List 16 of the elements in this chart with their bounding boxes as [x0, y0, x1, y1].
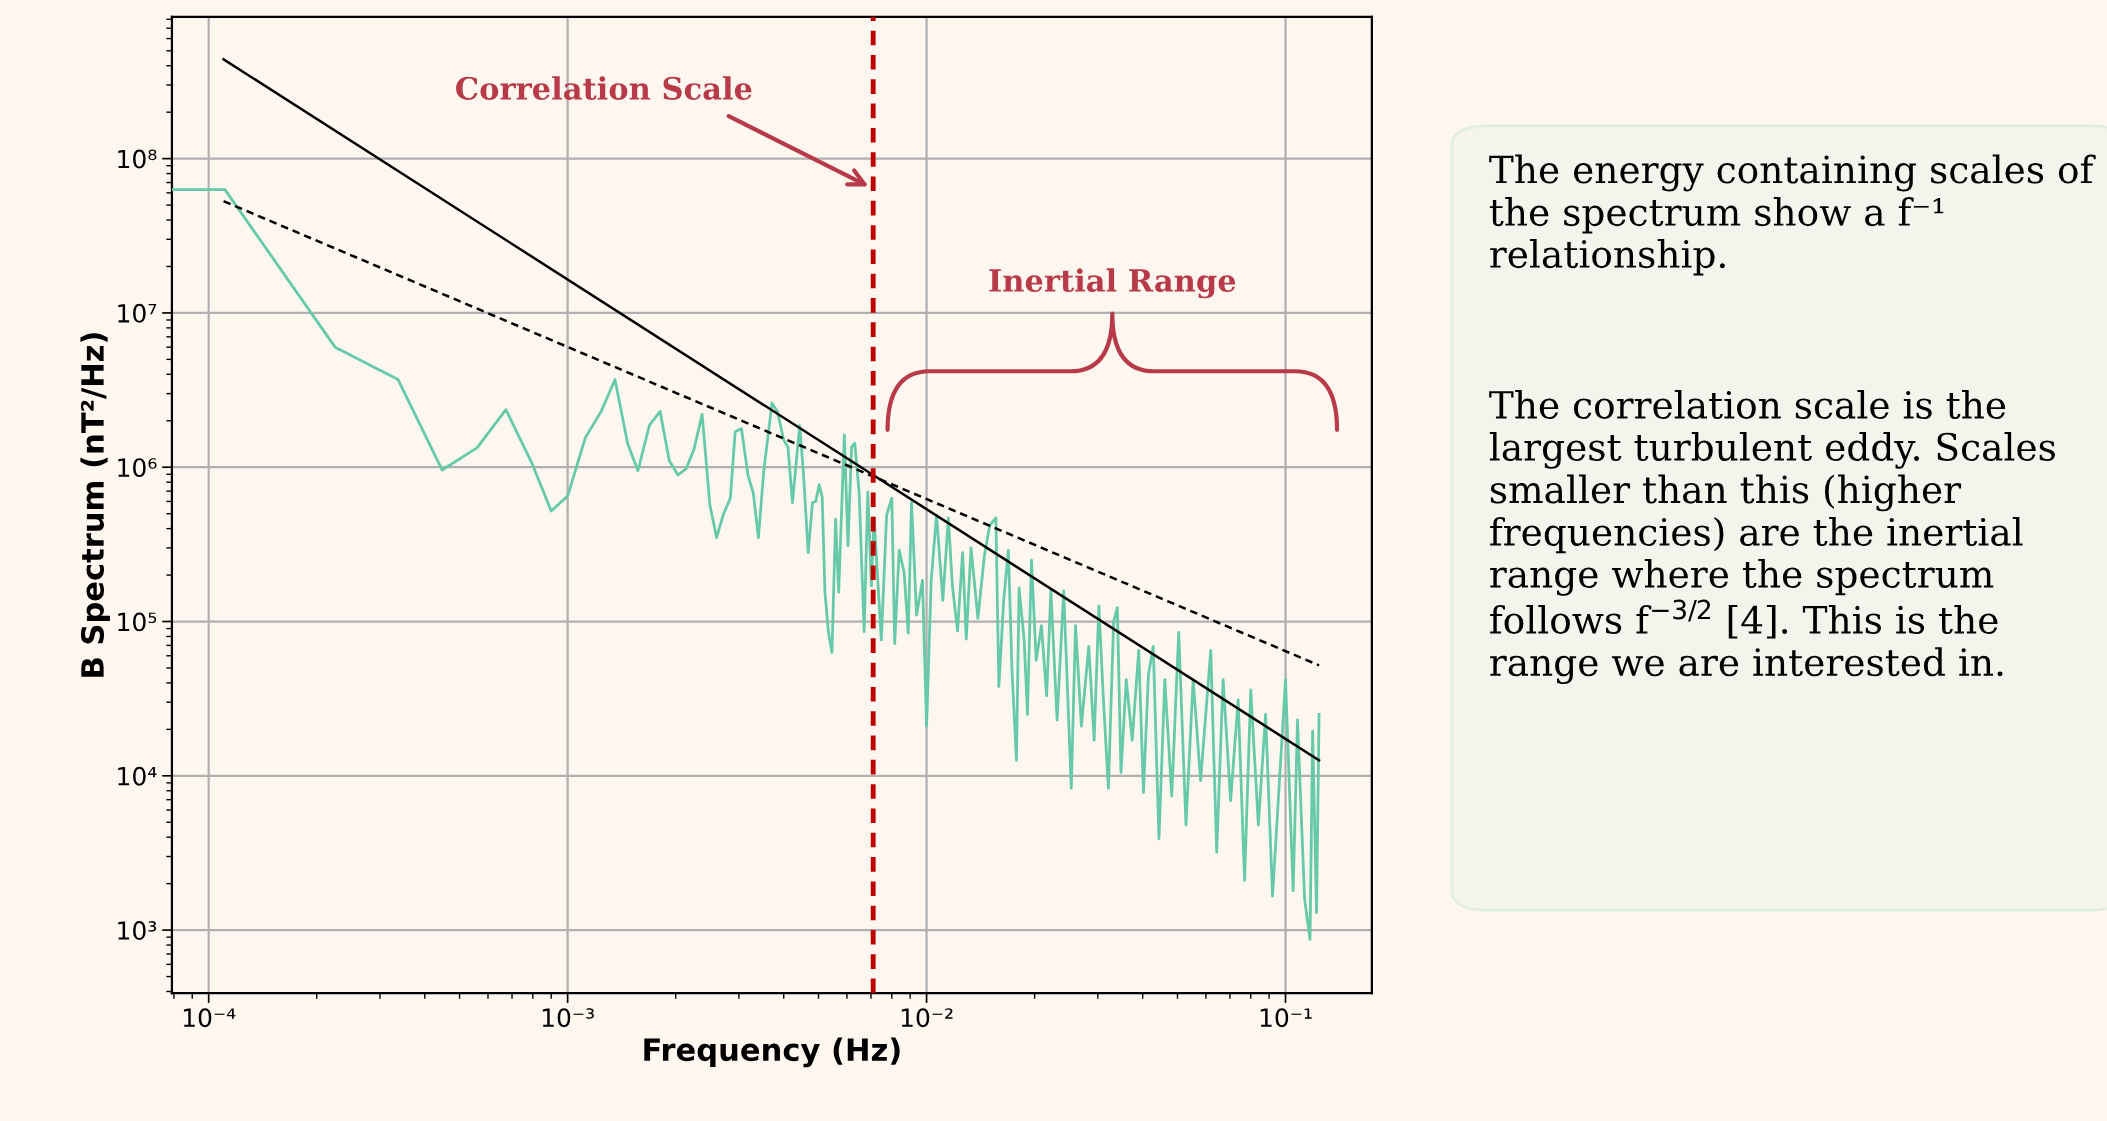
y-tick-label: 10⁶ [118, 458, 157, 478]
annotation: Correlation Scale [456, 76, 752, 100]
y-axis-title: B Spectrum (nT²/Hz) [80, 333, 110, 677]
x-tick-label: 10⁻¹ [1260, 1008, 1312, 1028]
y-tick-label: 10⁸ [118, 149, 157, 169]
y-tick-label: 10⁷ [118, 303, 157, 323]
y-tick-label: 10³ [118, 921, 157, 940]
x-tick-label: 10⁻⁴ [183, 1008, 236, 1028]
text: The correlation scale is the largest turbulent eddy. Scales smaller than this (higher frequencies) are the inertial range where the spectrum follows f$^{−3/2}$ [4]. This is the range we are interested in. [1489, 390, 2055, 685]
y-tick-label: 10⁴ [118, 766, 157, 786]
annotation: Inertial Range [989, 268, 1236, 299]
x-tick-label: 10⁻² [901, 1008, 953, 1028]
x-tick-label: 10⁻³ [542, 1008, 594, 1028]
x-axis-title: Frequency (Hz) [644, 1037, 900, 1068]
y-tick-label: 10⁵ [118, 612, 157, 632]
text: The energy containing scales of the spectrum show a f⁻¹ relationship. [1489, 154, 2096, 276]
